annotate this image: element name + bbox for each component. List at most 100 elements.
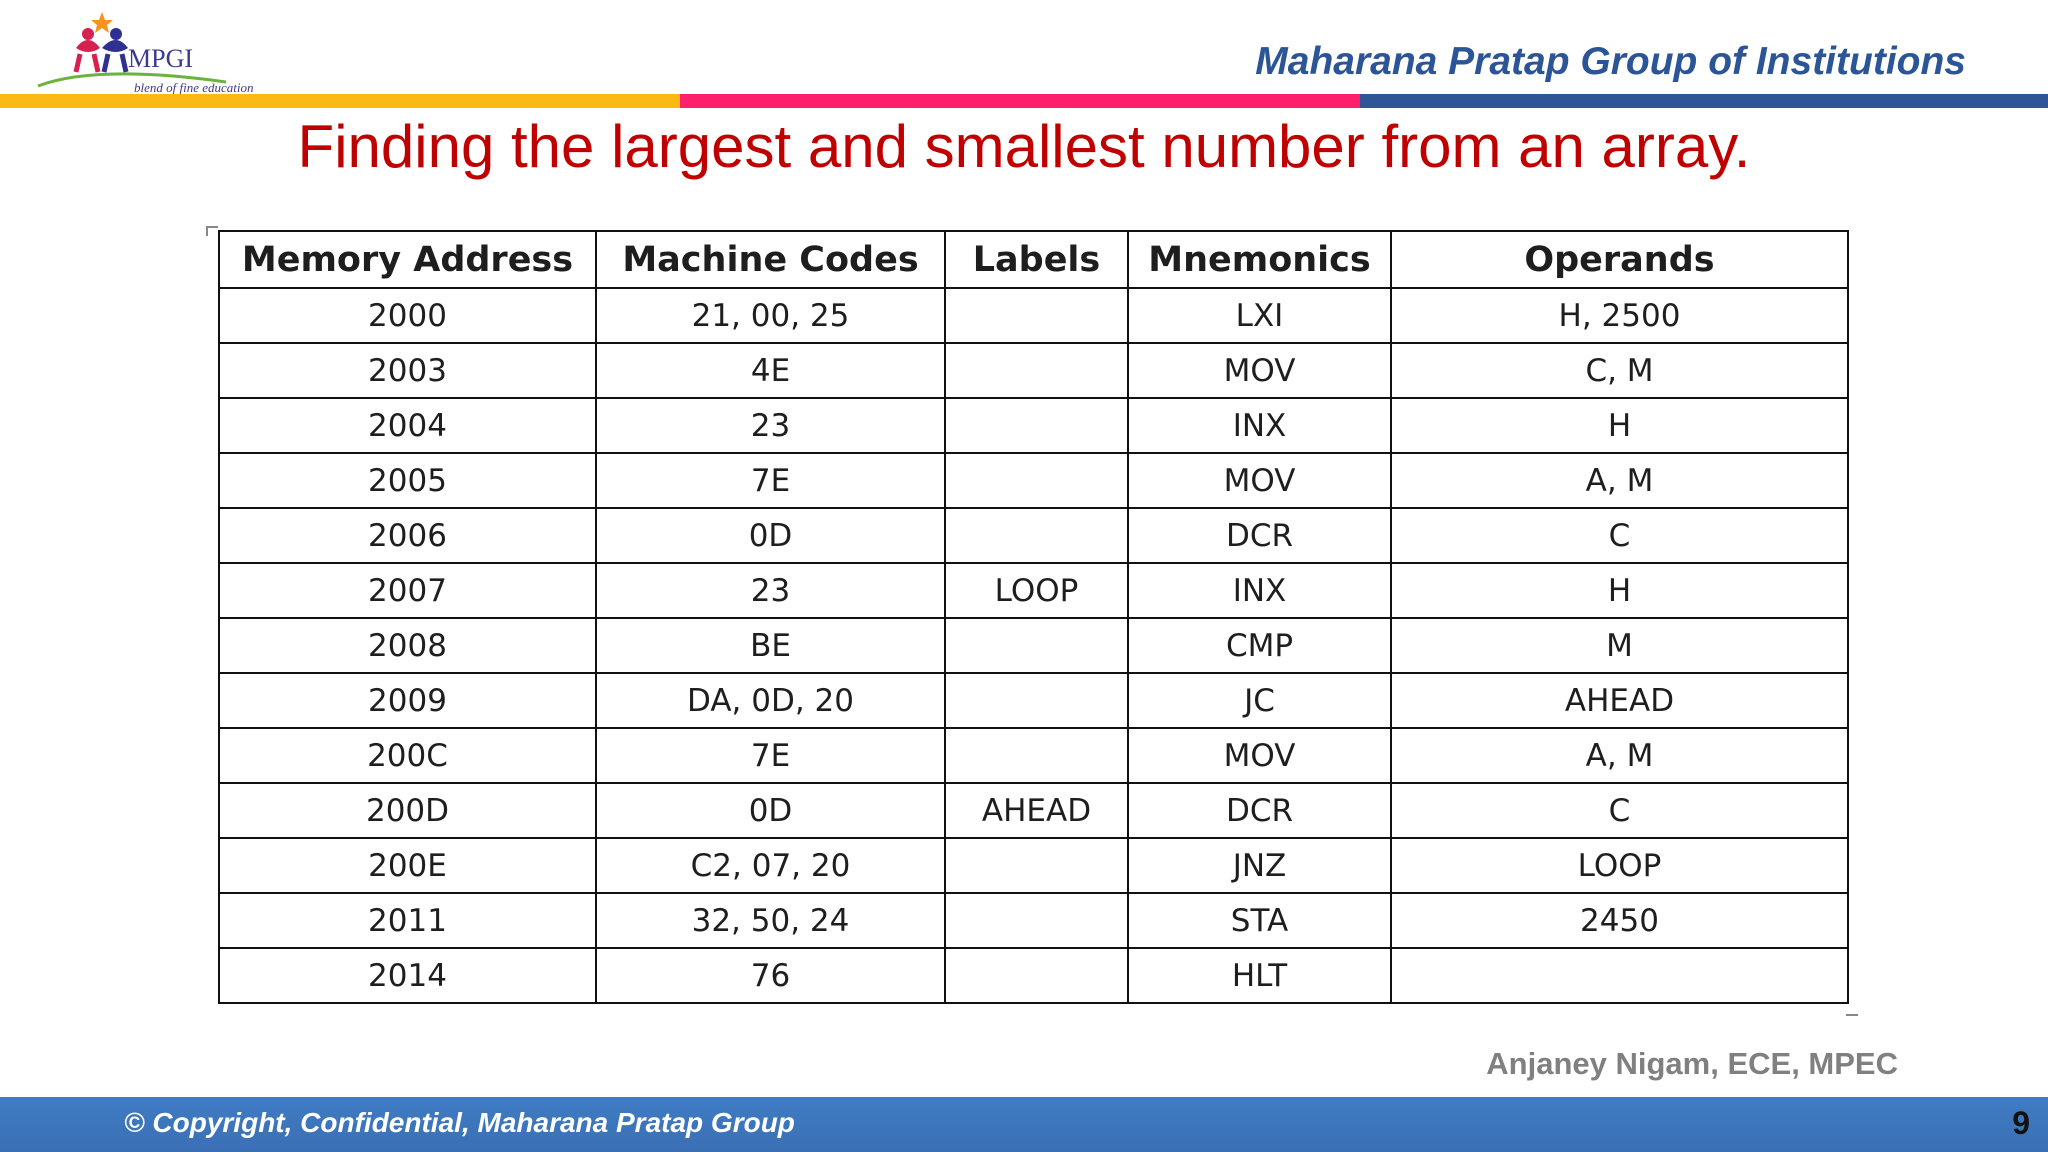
table-cell: LOOP [944, 562, 1129, 619]
author-credit: Anjaney Nigam, ECE, MPEC [1486, 1046, 1898, 1081]
table-cell: 23 [595, 562, 946, 619]
table-cell: 2006 [218, 507, 597, 564]
column-header: Operands [1390, 230, 1849, 289]
table-cell: AHEAD [944, 782, 1129, 839]
table-cell: JNZ [1127, 837, 1392, 894]
table-cell: 32, 50, 24 [595, 892, 946, 949]
table-cell [1390, 947, 1849, 1004]
table-corner-mark [206, 226, 218, 228]
table-cell: JC [1127, 672, 1392, 729]
table-cell: HLT [1127, 947, 1392, 1004]
logo-tagline: blend of fine education [134, 80, 254, 95]
page-number: 9 [2012, 1105, 2030, 1141]
table-cell [944, 672, 1129, 729]
table-cell: LOOP [1390, 837, 1849, 894]
table-cell: 2005 [218, 452, 597, 509]
logo-figures-icon [37, 12, 227, 88]
column-header: Machine Codes [595, 230, 946, 289]
table-cell: MOV [1127, 452, 1392, 509]
table-cell: 200C [218, 727, 597, 784]
header-stripe-blue [1360, 94, 2048, 108]
table-cell: M [1390, 617, 1849, 674]
table-cell: 200D [218, 782, 597, 839]
table-cell: 7E [595, 452, 946, 509]
table-cell: 2007 [218, 562, 597, 619]
table-cell: A, M [1390, 452, 1849, 509]
table-cell: INX [1127, 397, 1392, 454]
table-cell: 2014 [218, 947, 597, 1004]
table-cell [944, 452, 1129, 509]
table-row: 200E C2, 07, 20 JNZ LOOP [218, 837, 1849, 894]
table-cell: C [1390, 782, 1849, 839]
table-cell: 200E [218, 837, 597, 894]
table-cell: 2011 [218, 892, 597, 949]
column-header: Memory Address [218, 230, 597, 289]
table-row: 2005 7E MOV A, M [218, 452, 1849, 509]
table-row: 200C 7E MOV A, M [218, 727, 1849, 784]
table-corner-mark [206, 226, 208, 236]
table-corner-mark [1846, 1014, 1858, 1016]
table-cell: 4E [595, 342, 946, 399]
mpgi-logo: MPGI blend of fine education [36, 10, 254, 95]
table-cell: 2450 [1390, 892, 1849, 949]
table-cell: MOV [1127, 342, 1392, 399]
table-cell: 21, 00, 25 [595, 287, 946, 344]
table-cell: H [1390, 562, 1849, 619]
table-cell: DCR [1127, 507, 1392, 564]
header-stripe-yellow [0, 94, 680, 108]
logo-text: MPGI [128, 44, 194, 73]
table-row: 2003 4E MOV C, M [218, 342, 1849, 399]
table-row: 2011 32, 50, 24 STA 2450 [218, 892, 1849, 949]
table-cell: DCR [1127, 782, 1392, 839]
table-cell: 7E [595, 727, 946, 784]
table-cell: 23 [595, 397, 946, 454]
table-cell [944, 837, 1129, 894]
table-body: 2000 21, 00, 25 LXI H, 2500 2003 4E MOV C, M 200… [218, 287, 1849, 1004]
table-cell: C2, 07, 20 [595, 837, 946, 894]
table-row: 2014 76 HLT [218, 947, 1849, 1004]
header-stripe-pink [680, 94, 1360, 108]
table-row: 2006 0D DCR C [218, 507, 1849, 564]
institution-name: Maharana Pratap Group of Institutions [1255, 40, 1966, 83]
table-cell: 2009 [218, 672, 597, 729]
table-cell: LXI [1127, 287, 1392, 344]
table-row: 2007 23 LOOP INX H [218, 562, 1849, 619]
table-cell: C, M [1390, 342, 1849, 399]
table-cell: 2004 [218, 397, 597, 454]
table-cell: A, M [1390, 727, 1849, 784]
table-cell: INX [1127, 562, 1392, 619]
table-cell [944, 727, 1129, 784]
table-cell [944, 617, 1129, 674]
table-row: 2000 21, 00, 25 LXI H, 2500 [218, 287, 1849, 344]
table-cell: 76 [595, 947, 946, 1004]
table-cell: MOV [1127, 727, 1392, 784]
table-cell: H, 2500 [1390, 287, 1849, 344]
table-cell: CMP [1127, 617, 1392, 674]
copyright-notice: © Copyright, Confidential, Maharana Prat… [124, 1107, 795, 1138]
table-cell: H [1390, 397, 1849, 454]
table-header-row: Memory Address Machine Codes Labels Mnem… [218, 230, 1849, 289]
table-row: 2008 BE CMP M [218, 617, 1849, 674]
table-cell: 0D [595, 507, 946, 564]
table-cell: 2000 [218, 287, 597, 344]
table-cell: 2003 [218, 342, 597, 399]
table-row: 2009 DA, 0D, 20 JC AHEAD [218, 672, 1849, 729]
table-cell: STA [1127, 892, 1392, 949]
program-table: Memory Address Machine Codes Labels Mnem… [218, 230, 1849, 1004]
table-cell [944, 342, 1129, 399]
table-cell: BE [595, 617, 946, 674]
table-cell [944, 892, 1129, 949]
table-row: 2004 23 INX H [218, 397, 1849, 454]
table-cell: 0D [595, 782, 946, 839]
column-header: Labels [944, 230, 1129, 289]
table-cell [944, 287, 1129, 344]
table-cell: DA, 0D, 20 [595, 672, 946, 729]
table-row: 200D 0D AHEAD DCR C [218, 782, 1849, 839]
table-cell: AHEAD [1390, 672, 1849, 729]
slide-title: Finding the largest and smallest number … [297, 113, 1751, 180]
footer-bar: © Copyright, Confidential, Maharana Prat… [0, 1097, 2048, 1152]
table-cell: 2008 [218, 617, 597, 674]
table-cell [944, 507, 1129, 564]
column-header: Mnemonics [1127, 230, 1392, 289]
table-cell: C [1390, 507, 1849, 564]
